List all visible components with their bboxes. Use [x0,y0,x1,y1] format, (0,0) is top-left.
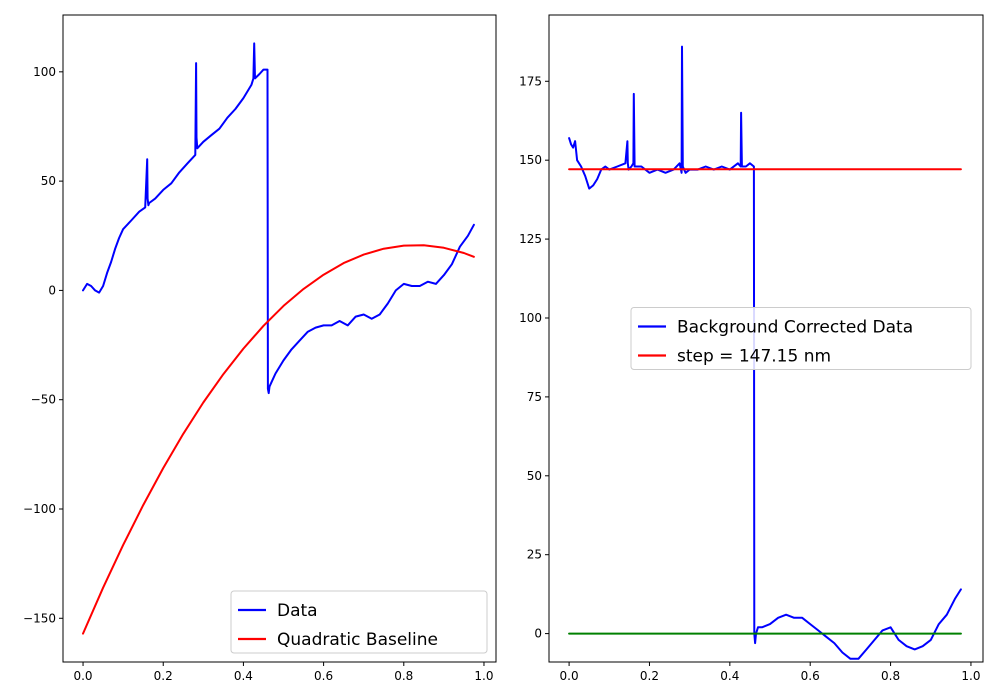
left-plot-x-tick-label: 0.0 [73,669,92,683]
left-plot-y-tick-label: −150 [23,611,56,625]
right-plot-x-tick-label: 1.0 [961,669,980,683]
left-plot-y-tick-label: 0 [48,283,56,297]
left-plot-series-quadratic-baseline-line [82,244,475,635]
left-plot-frame [62,14,497,663]
right-plot-x-axis: 0.0 0.2 0.4 0.6 0.8 1.0 [560,662,980,683]
right-plot-legend-label-step-147-15-nm: step = 147.15 nm [677,347,831,367]
right-plot-y-tick-label: 150 [519,153,542,167]
left-plot-x-axis: 0.0 0.2 0.4 0.6 0.8 1.0 [73,662,494,683]
left-plot-series-group [82,42,475,635]
right-plot-x-tick-label: 0.8 [881,669,900,683]
left-plot-x-tick-label: 0.4 [234,669,253,683]
left-plot-x-tick-label: 1.0 [474,669,493,683]
left-plot-y-tick-label: −100 [23,502,56,516]
right-plot-y-tick-label: 25 [527,548,542,562]
left-plot-legend: Data Quadratic Baseline [230,590,488,654]
left-plot-x-tick-label: 0.6 [314,669,333,683]
right-plot-x-tick-label: 0.2 [640,669,659,683]
left-plot-y-tick-label: 50 [41,174,56,188]
right-plot-y-tick-label: 125 [519,232,542,246]
right-plot-frame [548,14,984,663]
right-plot-y-tick-label: 175 [519,74,542,88]
left-plot-legend-label-data: Data [277,601,318,621]
left-plot-legend-label-quadratic-baseline: Quadratic Baseline [277,630,438,650]
left-plot-series-data-line [82,42,475,395]
right-plot-x-tick-label: 0.0 [560,669,579,683]
left-plot-legend-box [230,590,488,654]
right-plot-x-tick-label: 0.4 [720,669,739,683]
left-plot-y-tick-label: −50 [31,393,56,407]
left-plot-x-tick-label: 0.8 [394,669,413,683]
right-plot-x-tick-label: 0.6 [801,669,820,683]
left-plot-y-tick-label: 100 [33,65,56,79]
left-plot-x-tick-label: 0.2 [154,669,173,683]
right-plot-y-tick-label: 100 [519,311,542,325]
right-plot-y-tick-label: 50 [527,469,542,483]
right-plot-legend-box [630,307,972,370]
right-plot-y-tick-label: 75 [527,390,542,404]
right-plot-series-group [568,45,962,660]
right-plot-legend: Background Corrected Data step = 147.15 n… [630,307,972,370]
right-plot-legend-label-background-corrected-data: Background Corrected Data [677,318,913,338]
left-plot-panel: 0.0 0.2 0.4 0.6 0.8 1.0 −150 −100 −50 0 50 100 Dat… [23,14,497,683]
left-plot-y-axis: −150 −100 −50 0 50 100 [23,65,63,625]
right-plot-panel: 0.0 0.2 0.4 0.6 0.8 1.0 0 25 50 75 100 125 150 175 B… [519,14,984,683]
right-plot-y-axis: 0 25 50 75 100 125 150 175 [519,74,549,641]
right-plot-y-tick-label: 0 [534,627,542,641]
